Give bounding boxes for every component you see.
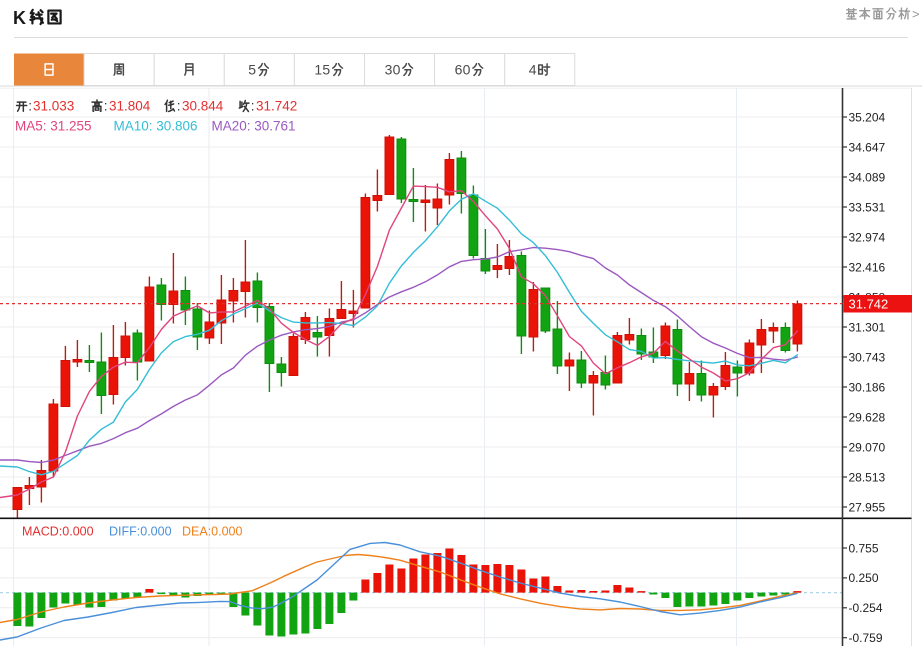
svg-text::: : — [104, 99, 108, 114]
svg-text:5: 5 — [248, 62, 256, 78]
svg-text:MA10: 30.806: MA10: 30.806 — [114, 119, 198, 134]
svg-text:3: 3 — [385, 62, 393, 78]
svg-text:33.531: 33.531 — [849, 200, 886, 214]
svg-text:K: K — [13, 8, 26, 28]
svg-text:31.301: 31.301 — [849, 320, 886, 334]
svg-text:-0.759: -0.759 — [849, 631, 883, 645]
svg-text:31.804: 31.804 — [109, 99, 151, 114]
svg-text:DIFF:0.000: DIFF:0.000 — [109, 525, 172, 539]
svg-text:5: 5 — [322, 62, 330, 78]
svg-text:30.743: 30.743 — [849, 350, 886, 364]
svg-text:35.204: 35.204 — [849, 110, 886, 124]
svg-text::: : — [177, 99, 181, 114]
svg-text:0.250: 0.250 — [849, 571, 879, 585]
svg-text:0: 0 — [393, 62, 401, 78]
svg-text:6: 6 — [455, 62, 463, 78]
svg-text:31.742: 31.742 — [849, 297, 889, 312]
svg-text::: : — [28, 99, 32, 114]
svg-text:34.089: 34.089 — [849, 170, 886, 184]
svg-text:30.844: 30.844 — [182, 99, 224, 114]
svg-text:0.755: 0.755 — [849, 541, 879, 555]
svg-text:MA20: 30.761: MA20: 30.761 — [212, 119, 296, 134]
svg-text:MA5: 31.255: MA5: 31.255 — [15, 119, 92, 134]
svg-text:27.955: 27.955 — [849, 500, 886, 514]
svg-text:32.974: 32.974 — [849, 230, 886, 244]
svg-text:1: 1 — [314, 62, 322, 78]
svg-text:32.416: 32.416 — [849, 260, 886, 274]
svg-text:28.513: 28.513 — [849, 470, 886, 484]
svg-text:4: 4 — [529, 62, 537, 78]
svg-text::: : — [251, 99, 255, 114]
svg-text:34.647: 34.647 — [849, 140, 886, 154]
svg-text:31.033: 31.033 — [33, 99, 74, 114]
svg-text:>: > — [912, 6, 920, 21]
svg-text:-0.254: -0.254 — [849, 601, 883, 615]
svg-text:31.742: 31.742 — [256, 99, 297, 114]
svg-text:MACD:0.000: MACD:0.000 — [22, 525, 94, 539]
svg-text:29.070: 29.070 — [849, 440, 886, 454]
svg-text:DEA:0.000: DEA:0.000 — [182, 525, 243, 539]
svg-text:0: 0 — [463, 62, 471, 78]
svg-text:30.186: 30.186 — [849, 380, 886, 394]
svg-text:29.628: 29.628 — [849, 410, 886, 424]
